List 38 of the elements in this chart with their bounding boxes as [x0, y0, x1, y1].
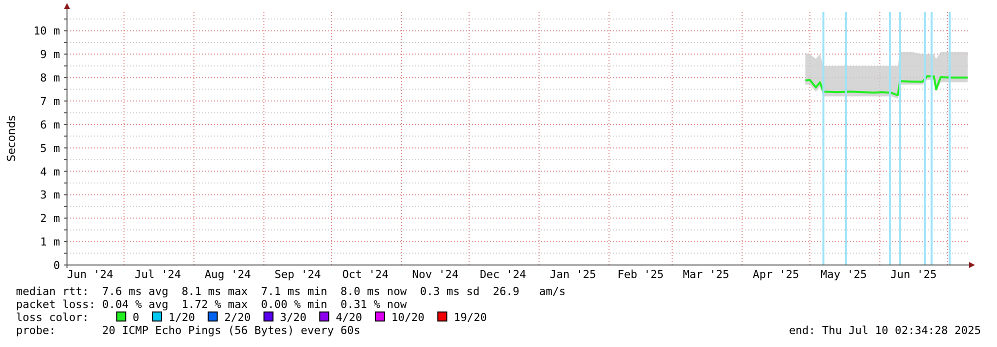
x-tick-label: Jan '25 [550, 268, 596, 281]
legend-label: 19/20 [454, 311, 487, 324]
x-tick-label: Sep '24 [274, 268, 322, 281]
x-tick-label: Oct '24 [342, 268, 389, 281]
x-tick-label: Apr '25 [752, 268, 800, 281]
y-tick-label: 8 m [40, 72, 60, 85]
y-tick-label: 9 m [40, 48, 60, 62]
y-tick-label: 0 [53, 259, 60, 272]
text: end: Thu Jul 10 02:34:28 2025 [788, 324, 981, 337]
y-tick-label: 7 m [40, 95, 60, 108]
x-tick-label: Mar '25 [682, 268, 730, 281]
legend-label: 3/20 [280, 311, 306, 324]
y-tick-label: 6 m [40, 118, 60, 132]
y-tick-label: 10 m [34, 24, 60, 38]
y-tick-label: 1 m [40, 236, 60, 249]
x-tick-label: Aug '24 [204, 268, 252, 281]
y-axis-title: Seconds [5, 115, 18, 162]
legend-label: 4/20 [336, 311, 362, 324]
line-series [804, 75, 969, 96]
y-tick-label: 3 m [40, 188, 60, 202]
legend-label: 10/20 [391, 311, 425, 324]
legend-label: 2/20 [224, 311, 251, 324]
text: packet loss: 0.04 % avg 1.72 % max 0.00 % min 0.31 % now [16, 298, 408, 311]
x-tick-label: May '25 [820, 268, 867, 281]
text: median rtt: 7.6 ms avg 8.1 ms max 7.1 ms min 8.0 ms now 0.3 ms sd 26.9 am/s [16, 285, 566, 298]
y-tick-label: 2 m [40, 212, 60, 226]
y-tick-label: 5 m [40, 142, 60, 155]
x-tick-label: Jul '24 [134, 268, 182, 281]
x-tick-label: Jun '25 [890, 268, 937, 281]
y-tick-label: 4 m [40, 165, 60, 178]
x-tick-label: Nov '24 [412, 268, 459, 281]
legend-title: loss color: [16, 311, 89, 324]
legend-label: 0 [132, 311, 140, 324]
x-tick-label: Dec '24 [480, 268, 527, 281]
x-tick-label: Feb '25 [617, 268, 664, 281]
legend-label: 1/20 [168, 311, 196, 324]
text: probe: 20 ICMP Echo Pings (56 Bytes) every 60s [16, 324, 360, 337]
x-tick-label: Jun '24 [66, 268, 114, 281]
